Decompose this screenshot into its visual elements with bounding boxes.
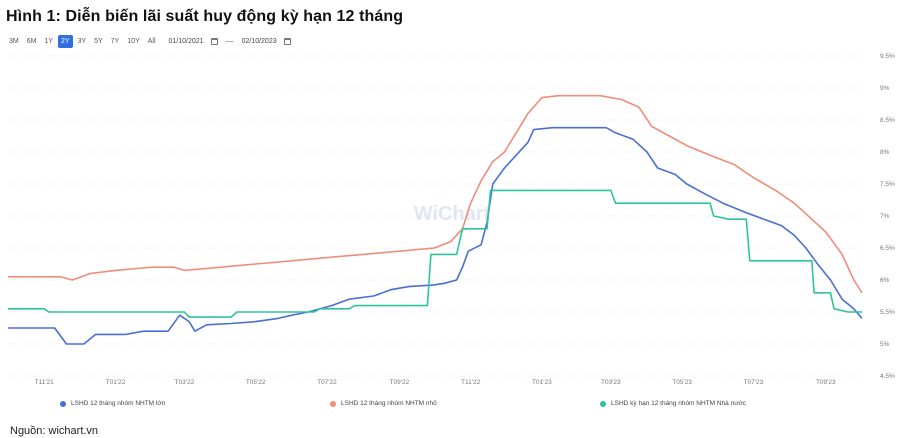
x-tick-label: T11'22 [461, 379, 481, 386]
range-button-3m[interactable]: 3M [9, 37, 19, 45]
x-tick-label: T05'23 [672, 379, 692, 386]
y-tick-label: 8.5% [880, 117, 895, 124]
calendar-icon[interactable] [283, 37, 291, 45]
legend-marker-salmon [330, 400, 336, 407]
legend-marker-green [600, 400, 606, 407]
range-button-7y[interactable]: 7Y [110, 37, 120, 45]
date-separator: — [225, 36, 234, 46]
range-button-10y[interactable]: 10Y [127, 37, 140, 45]
y-tick-label: 9.5% [880, 53, 895, 60]
legend-marker-blue [60, 400, 66, 407]
date-to-input[interactable]: 02/10/2023 [241, 37, 277, 45]
legend-item-large-banks[interactable]: LSHD 12 tháng nhóm NHTM lớn [60, 400, 165, 407]
range-button-5y[interactable]: 5Y [94, 37, 103, 45]
x-tick-label: T01'22 [106, 379, 126, 386]
line-chart: WiChart 4.5% 5% 5.5% 6% 6.5% 7% 7.5% 8% 8.5% 9% 9.… [8, 53, 895, 386]
y-tick-label: 6% [880, 277, 890, 284]
date-range-picker: 01/10/2021 — 02/10/2023 [169, 37, 291, 46]
y-tick-label: 5.5% [880, 309, 895, 316]
chart-legend: LSHD 12 tháng nhóm NHTM lớn LSHD 12 thán… [0, 398, 900, 412]
range-toolbar: 3M 6M 1Y 2Y 3Y 5Y 7Y 10Y All 01/10/2021 … [6, 34, 291, 48]
source-note: Nguồn: wichart.vn [10, 425, 99, 437]
y-tick-label: 4.5% [880, 373, 895, 380]
x-tick-label: T11'21 [35, 379, 55, 386]
y-tick-label: 7.5% [880, 181, 895, 188]
range-button-all[interactable]: All [147, 37, 156, 45]
series-lines [8, 94, 863, 345]
legend-label: LSHD kỳ hạn 12 tháng nhóm NHTM Nhà nước [611, 400, 747, 407]
range-button-2y[interactable]: 2Y [58, 34, 73, 48]
date-from-input[interactable]: 01/10/2021 [168, 37, 204, 45]
calendar-icon[interactable] [210, 37, 218, 45]
y-tick-label: 6.5% [880, 245, 895, 252]
y-tick-label: 8% [880, 149, 890, 156]
y-tick-label: 9% [880, 85, 890, 92]
x-tick-label: T03'22 [175, 379, 195, 386]
y-tick-label: 7% [880, 213, 890, 220]
y-axis-ticks: 4.5% 5% 5.5% 6% 6.5% 7% 7.5% 8% 8.5% 9% 9.5% [880, 53, 895, 380]
x-tick-label: T01'23 [532, 379, 552, 386]
x-axis-ticks: T11'21 T01'22 T03'22 T05'22 T07'22 T09'22 T11'… [35, 379, 836, 386]
x-tick-label: T07'22 [317, 379, 337, 386]
chart-title: Hình 1: Diễn biến lãi suất huy động kỳ h… [6, 8, 404, 25]
legend-item-state-banks[interactable]: LSHD kỳ hạn 12 tháng nhóm NHTM Nhà nước [600, 400, 746, 407]
range-button-3y[interactable]: 3Y [77, 37, 87, 45]
x-tick-label: T05'22 [246, 379, 266, 386]
x-tick-label: T09'22 [390, 379, 410, 386]
series-line-1[interactable] [8, 94, 863, 294]
x-tick-label: T09'23 [816, 379, 836, 386]
range-button-6m[interactable]: 6M [26, 37, 37, 45]
series-line-2[interactable] [8, 189, 862, 318]
x-tick-label: T03'23 [601, 379, 621, 386]
legend-label: LSHD 12 tháng nhóm NHTM lớn [71, 400, 166, 407]
series-line-0[interactable] [8, 126, 863, 345]
watermark-logo: WiChart [414, 203, 491, 225]
x-tick-label: T07'23 [744, 379, 764, 386]
y-tick-label: 5% [880, 341, 890, 348]
legend-item-small-banks[interactable]: LSHD 12 tháng nhóm NHTM nhỏ [330, 400, 437, 407]
range-button-1y[interactable]: 1Y [44, 37, 54, 45]
legend-label: LSHD 12 tháng nhóm NHTM nhỏ [341, 400, 437, 407]
